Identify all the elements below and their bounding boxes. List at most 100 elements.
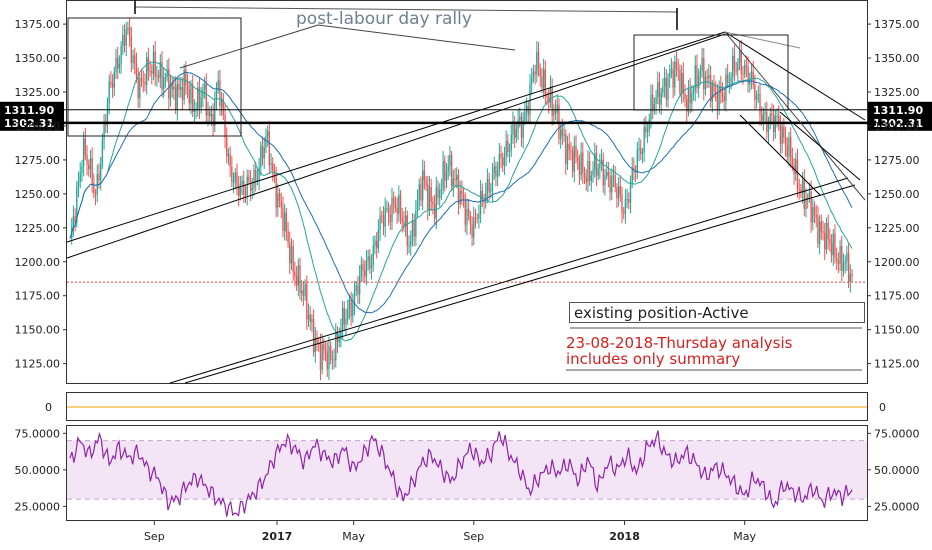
- candle-body: [321, 344, 323, 370]
- candle-body: [140, 77, 143, 82]
- candle-body: [369, 256, 371, 269]
- candle-body: [236, 172, 238, 187]
- candle-body: [382, 215, 385, 227]
- candle-body: [249, 180, 252, 191]
- candle-body: [696, 65, 698, 89]
- candle-body: [832, 233, 834, 256]
- candle-body: [379, 215, 381, 231]
- analysis-summary-note: includes only summary: [566, 350, 740, 368]
- candle-body: [801, 179, 804, 193]
- candle-body: [166, 69, 168, 78]
- candle-body: [137, 76, 139, 99]
- candle-body: [789, 137, 792, 159]
- candle-body: [694, 65, 696, 91]
- x-tick-label: 2018: [609, 530, 640, 543]
- candle-body: [851, 273, 853, 277]
- candle-body: [762, 112, 765, 121]
- rsi-tick-label-right: 75.0000: [874, 427, 920, 440]
- candle-body: [590, 175, 593, 181]
- candle-body: [621, 194, 623, 213]
- candle-body: [82, 138, 85, 167]
- candle-body: [132, 55, 134, 63]
- candle-body: [505, 141, 507, 157]
- candle-body: [111, 83, 114, 88]
- rsi-tick-label-left: 75.0000: [15, 427, 61, 440]
- candle-body: [743, 65, 746, 75]
- candle-body: [711, 84, 713, 102]
- price-level-label-right: 1302.31: [873, 117, 923, 130]
- candle-body: [490, 190, 492, 192]
- candle-body: [149, 70, 151, 72]
- candle-body: [462, 194, 465, 200]
- candle-body: [312, 319, 315, 353]
- candle-body: [163, 77, 165, 90]
- candle-body: [360, 264, 363, 277]
- candle-body: [517, 120, 519, 130]
- candle-body: [151, 71, 153, 74]
- candle-body: [197, 87, 199, 110]
- y-tick-label-right: 1375.00: [874, 18, 920, 31]
- x-tick-label: Sep: [144, 530, 165, 543]
- candle-body: [597, 168, 599, 176]
- candle-body: [726, 74, 729, 83]
- candle-body: [435, 187, 437, 219]
- candle-body: [263, 148, 265, 159]
- candle-body: [94, 193, 97, 195]
- candle-body: [723, 95, 725, 102]
- candle-body: [566, 144, 569, 164]
- candle-body: [76, 186, 78, 222]
- candle-body: [98, 173, 100, 181]
- candle-body: [841, 245, 843, 271]
- candle-body: [537, 51, 540, 69]
- candle-body: [527, 105, 529, 116]
- candle-body: [520, 116, 523, 139]
- y-tick-label-left: 1150.00: [15, 324, 61, 337]
- y-tick-label-left: 1175.00: [15, 290, 61, 303]
- candle-body: [168, 69, 170, 99]
- candle-body: [154, 51, 156, 77]
- candle-body: [200, 97, 202, 109]
- candle-body: [682, 72, 685, 94]
- candle-body: [544, 69, 547, 96]
- candle-body: [301, 290, 303, 293]
- candle-body: [757, 94, 759, 96]
- candle-body: [77, 181, 80, 187]
- y-tick-label-left: 1200.00: [15, 256, 61, 269]
- y-tick-label-left: 1375.00: [15, 18, 61, 31]
- analysis-date-note: 23-08-2018-Thursday analysis: [566, 334, 793, 352]
- rsi-tick-label-right: 50.0000: [874, 464, 920, 477]
- candle-body: [152, 51, 155, 74]
- candle-body: [549, 86, 552, 103]
- candle-body: [437, 187, 439, 198]
- candle-body: [190, 84, 192, 104]
- consolidation-box-right: [633, 34, 789, 111]
- y-tick-label-right: 1225.00: [874, 222, 920, 235]
- candle-body: [123, 35, 126, 46]
- candle-body: [289, 242, 291, 264]
- candle-body: [631, 167, 633, 183]
- candle-body: [290, 246, 293, 264]
- range-top-line: [134, 6, 678, 13]
- candle-body: [277, 193, 279, 208]
- candle-body: [461, 190, 463, 195]
- candle-body: [130, 36, 133, 63]
- y-tick-label-right: 1125.00: [874, 358, 920, 371]
- candle-body: [781, 126, 783, 144]
- candle-body: [186, 84, 189, 90]
- candle-body: [718, 85, 720, 110]
- consolidation-box-left: [67, 17, 242, 137]
- candle-body: [454, 178, 456, 180]
- candle-body: [643, 127, 645, 153]
- candle-body: [256, 180, 259, 182]
- candle-body: [546, 95, 548, 98]
- candle-body: [364, 270, 366, 277]
- candle-body: [456, 175, 458, 180]
- candle-body: [157, 75, 160, 78]
- candle-body: [212, 114, 214, 127]
- candle-body: [219, 80, 221, 107]
- candle-body: [522, 120, 524, 139]
- candle-body: [614, 175, 616, 188]
- price-level-tag-left: [0, 114, 64, 131]
- candle-body: [512, 121, 514, 135]
- candle-body: [587, 160, 589, 182]
